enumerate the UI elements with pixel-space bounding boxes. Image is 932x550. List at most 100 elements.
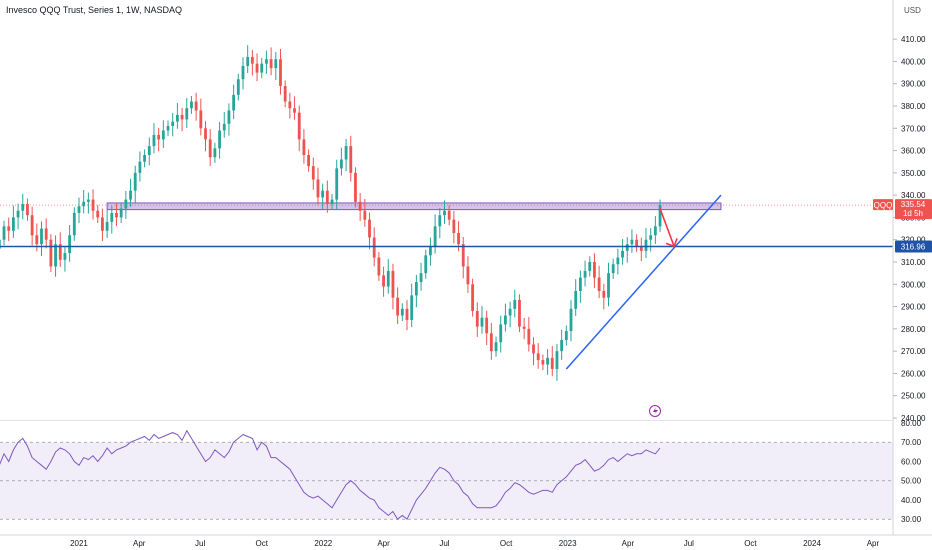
candle-body bbox=[578, 277, 582, 291]
candle-body bbox=[452, 219, 456, 234]
candle-up bbox=[607, 262, 610, 307]
candle-down bbox=[522, 317, 526, 340]
candle-body bbox=[138, 161, 142, 173]
candle-body bbox=[480, 317, 484, 327]
candle-body bbox=[616, 257, 620, 265]
candle-body bbox=[349, 146, 353, 173]
price-tick-label: 260.00 bbox=[901, 369, 926, 378]
candle-body bbox=[44, 228, 48, 240]
candle-up bbox=[583, 260, 587, 287]
candle-body bbox=[21, 204, 25, 211]
candle-up bbox=[63, 245, 67, 272]
candle-down bbox=[194, 92, 198, 121]
candle-body bbox=[447, 210, 451, 220]
time-tick-label: Jul bbox=[439, 539, 449, 548]
candle-body bbox=[232, 94, 236, 111]
candle-down bbox=[485, 310, 489, 346]
candle-down bbox=[279, 48, 282, 95]
candle-up bbox=[213, 142, 217, 163]
price-tick-label: 300.00 bbox=[901, 280, 926, 289]
candle-body bbox=[658, 205, 662, 227]
price-tick-label: 360.00 bbox=[901, 147, 926, 156]
candle-body bbox=[504, 315, 507, 325]
candle-down bbox=[550, 346, 554, 377]
candle-up bbox=[218, 121, 221, 159]
candle-body bbox=[180, 114, 184, 120]
price-tick-label: 410.00 bbox=[901, 35, 926, 44]
candle-body bbox=[152, 134, 156, 147]
candle-down bbox=[447, 205, 451, 226]
candle-down bbox=[541, 354, 545, 371]
candle-body bbox=[265, 59, 268, 64]
resistance-zone bbox=[106, 202, 722, 211]
candle-up bbox=[321, 183, 325, 210]
candle-down bbox=[204, 121, 207, 152]
candle-up bbox=[433, 214, 437, 254]
candle-up bbox=[246, 45, 250, 74]
candle-up bbox=[190, 95, 193, 114]
candle-down bbox=[44, 218, 48, 249]
candle-up bbox=[653, 216, 657, 244]
candle-up bbox=[564, 325, 568, 346]
candle-down bbox=[311, 157, 315, 190]
candle-body bbox=[297, 112, 301, 140]
candle-up bbox=[330, 194, 334, 210]
candle-up bbox=[16, 203, 20, 230]
candle-body bbox=[536, 353, 540, 361]
candle-body bbox=[485, 317, 489, 334]
candle-body bbox=[396, 297, 400, 316]
drawings bbox=[0, 194, 893, 417]
candle-body bbox=[101, 217, 104, 231]
candle-body bbox=[2, 226, 6, 240]
candle-down bbox=[157, 127, 161, 152]
candle-body bbox=[16, 210, 20, 218]
candle-body bbox=[11, 217, 15, 231]
candle-down bbox=[597, 265, 601, 299]
candle-body bbox=[560, 340, 564, 352]
candle-body bbox=[82, 201, 86, 207]
candle-body bbox=[433, 226, 437, 247]
candle-down bbox=[180, 107, 184, 132]
candle-down bbox=[363, 198, 367, 227]
candle-up bbox=[546, 349, 549, 375]
price-tick-label: 250.00 bbox=[901, 392, 926, 401]
time-tick-label: Oct bbox=[500, 539, 513, 548]
candle-up bbox=[658, 199, 662, 232]
candle-down bbox=[466, 256, 470, 293]
candle-body bbox=[419, 273, 423, 283]
candle-down bbox=[302, 129, 306, 164]
candle-body bbox=[283, 85, 287, 102]
candle-up bbox=[185, 97, 189, 129]
candle-down bbox=[255, 53, 259, 82]
candle-down bbox=[527, 317, 531, 352]
candle-up bbox=[77, 197, 81, 224]
candle-body bbox=[26, 204, 29, 216]
candle-up bbox=[105, 210, 109, 238]
candle-down bbox=[297, 105, 301, 152]
candle-body bbox=[653, 226, 657, 236]
candle-body bbox=[621, 250, 624, 258]
lightning-icon-bolt bbox=[653, 407, 658, 415]
candle-body bbox=[335, 168, 339, 200]
time-tick-label: Jul bbox=[684, 539, 694, 548]
candle-body bbox=[236, 79, 240, 95]
candle-up bbox=[82, 190, 86, 214]
candle-up bbox=[68, 225, 72, 262]
candle-down bbox=[368, 212, 371, 250]
candle-body bbox=[630, 239, 634, 245]
candle-up bbox=[161, 120, 165, 149]
candle-down bbox=[377, 251, 381, 281]
candle-body bbox=[569, 308, 573, 332]
candle-down bbox=[250, 49, 254, 76]
candle-body bbox=[541, 360, 545, 365]
candle-up bbox=[625, 237, 629, 263]
candle-down bbox=[405, 300, 409, 331]
candle-down bbox=[96, 205, 100, 223]
candle-body bbox=[368, 219, 371, 238]
candle-down bbox=[269, 47, 273, 76]
candle-body bbox=[260, 63, 264, 73]
candle-up bbox=[494, 336, 498, 357]
candle-down bbox=[115, 202, 118, 227]
